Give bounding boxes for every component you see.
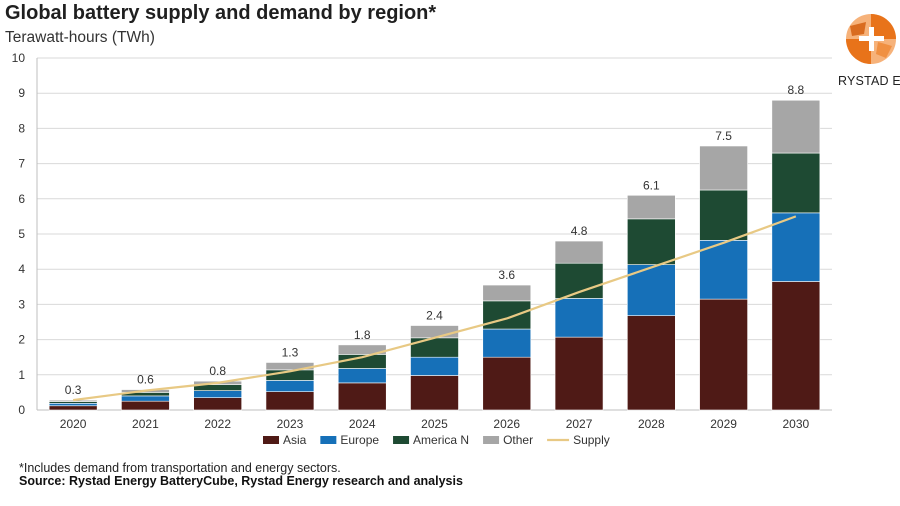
bar-segment <box>48 399 98 402</box>
total-label: 2.4 <box>426 309 443 323</box>
bar-segment <box>410 375 459 411</box>
supply-line <box>72 215 797 402</box>
x-tick-label: 2027 <box>566 417 593 431</box>
rystad-logo: RYSTAD ENER <box>838 8 900 92</box>
legend-label: America N <box>413 433 469 447</box>
legend-label: Other <box>503 433 533 447</box>
bar-segment <box>121 395 170 402</box>
x-tick-label: 2025 <box>421 417 448 431</box>
bar-segment <box>771 281 821 411</box>
bar-segment <box>482 328 532 358</box>
logo-text: RYSTAD ENER <box>838 74 900 88</box>
y-tick-label: 2 <box>18 333 25 347</box>
battery-chart: 0 1 2 3 4 5 6 7 8 9 10 0.3 2020 0.6 2021 0.8 2022 1.3 2023… <box>12 51 832 447</box>
legend-label: Europe <box>340 433 379 447</box>
total-label: 0.8 <box>209 364 226 378</box>
bar-segment <box>627 315 676 411</box>
bar-segment <box>48 405 98 411</box>
x-tick-label: 2023 <box>277 417 304 431</box>
bar-segment <box>410 325 459 339</box>
legend-label: Supply <box>573 433 610 447</box>
bar-segment <box>48 403 98 407</box>
y-tick-label: 10 <box>12 51 26 65</box>
y-tick-label: 9 <box>18 86 25 100</box>
bar-segment <box>699 145 748 191</box>
bar-segment <box>121 400 170 411</box>
source-note: Source: Rystad Energy BatteryCube, Rysta… <box>19 474 463 488</box>
y-tick-label: 7 <box>18 157 25 171</box>
x-tick-label: 2030 <box>783 417 810 431</box>
bar-segment <box>482 284 532 302</box>
bar-segment <box>627 194 676 220</box>
bar-segment <box>265 391 315 411</box>
x-tick-label: 2020 <box>60 417 87 431</box>
y-tick-label: 3 <box>18 297 25 311</box>
legend-label: Asia <box>283 433 307 447</box>
bar-segment <box>771 99 821 154</box>
x-tick-label: 2029 <box>710 417 737 431</box>
total-label: 8.8 <box>788 83 805 97</box>
chart-subtitle: Terawatt-hours (TWh) <box>5 29 155 46</box>
y-tick-label: 6 <box>18 192 25 206</box>
bar-segment <box>627 218 676 265</box>
bar-segment <box>771 212 821 282</box>
x-tick-label: 2021 <box>132 417 159 431</box>
y-tick-label: 4 <box>18 262 25 276</box>
bar-segment <box>699 189 748 241</box>
y-tick-label: 1 <box>18 368 25 382</box>
bar-segment <box>482 300 532 330</box>
total-label: 0.3 <box>65 383 82 397</box>
legend-swatch <box>263 436 279 444</box>
bar-segment <box>699 298 748 411</box>
total-label: 0.6 <box>137 373 154 387</box>
bar-segment <box>410 356 459 376</box>
chart-title: Global battery supply and demand by regi… <box>5 2 437 24</box>
y-tick-label: 5 <box>18 227 25 241</box>
bar-segment <box>554 298 604 338</box>
legend-swatch <box>320 436 337 444</box>
x-tick-label: 2028 <box>638 417 665 431</box>
y-tick-label: 8 <box>18 121 25 135</box>
legend-swatch <box>393 436 410 444</box>
total-label: 4.8 <box>571 224 588 238</box>
bar-segment <box>554 336 604 411</box>
total-label: 1.8 <box>354 328 371 342</box>
bar-segment <box>410 337 459 358</box>
bar-segment <box>265 380 315 392</box>
legend-swatch <box>483 436 500 444</box>
total-label: 1.3 <box>282 345 299 359</box>
bar-segment <box>482 356 532 411</box>
footnote: *Includes demand from transportation and… <box>19 461 341 475</box>
x-tick-label: 2022 <box>204 417 231 431</box>
x-tick-label: 2026 <box>493 417 520 431</box>
bar-segment <box>554 240 604 264</box>
total-label: 6.1 <box>643 178 660 192</box>
bar-segment <box>337 368 387 384</box>
total-label: 7.5 <box>715 129 732 143</box>
x-tick-label: 2024 <box>349 417 376 431</box>
bar-segment <box>193 390 242 398</box>
bar-segment <box>337 344 387 355</box>
total-label: 3.6 <box>498 268 515 282</box>
bar-segment <box>337 382 387 411</box>
bar-segment <box>699 240 748 300</box>
globe-logo-icon <box>846 14 896 64</box>
bar-segment <box>193 397 242 411</box>
y-tick-label: 0 <box>18 403 25 417</box>
bar-segment <box>771 152 821 214</box>
